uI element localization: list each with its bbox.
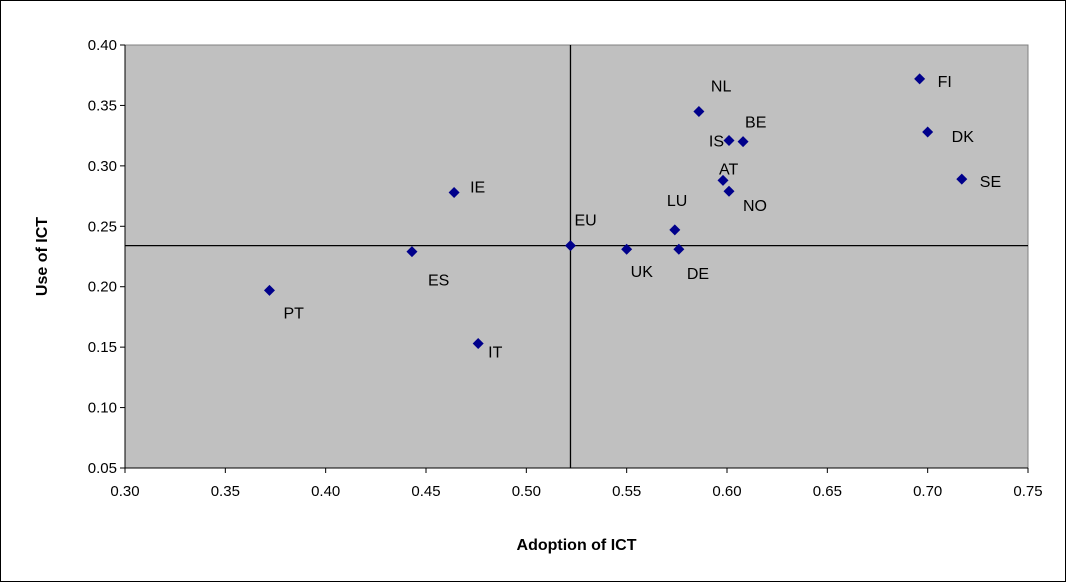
point-label-dk: DK bbox=[952, 129, 975, 146]
point-label-be: BE bbox=[745, 115, 766, 132]
x-tick-label: 0.55 bbox=[612, 483, 641, 500]
data-point-se bbox=[956, 173, 968, 185]
point-label-fi: FI bbox=[938, 74, 952, 91]
data-point-dk bbox=[922, 126, 934, 138]
data-point-es bbox=[406, 246, 418, 258]
y-axis-title: Use of ICT bbox=[34, 217, 51, 296]
x-tick-label: 0.65 bbox=[813, 483, 842, 500]
x-axis-title: Adoption of ICT bbox=[517, 537, 637, 554]
x-tick-label: 0.75 bbox=[1013, 483, 1042, 500]
data-point-it bbox=[472, 338, 484, 350]
y-tick-label: 0.05 bbox=[88, 460, 117, 477]
point-label-uk: UK bbox=[631, 264, 654, 281]
point-label-de: DE bbox=[687, 266, 709, 283]
y-tick-label: 0.30 bbox=[88, 158, 117, 175]
data-point-uk bbox=[621, 243, 633, 255]
point-label-ie: IE bbox=[470, 179, 485, 196]
x-tick-label: 0.50 bbox=[512, 483, 541, 500]
point-label-eu: EU bbox=[574, 213, 596, 230]
point-label-nl: NL bbox=[711, 78, 732, 95]
x-tick-label: 0.60 bbox=[712, 483, 741, 500]
x-tick-label: 0.45 bbox=[411, 483, 440, 500]
data-point-is bbox=[723, 134, 735, 146]
data-point-no bbox=[723, 185, 735, 197]
y-tick-label: 0.35 bbox=[88, 97, 117, 114]
point-label-pt: PT bbox=[283, 305, 304, 322]
data-point-lu bbox=[669, 224, 681, 236]
data-point-be bbox=[737, 136, 749, 148]
x-tick-label: 0.40 bbox=[311, 483, 340, 500]
x-tick-label: 0.35 bbox=[211, 483, 240, 500]
plot-area bbox=[124, 44, 1029, 469]
data-point-nl bbox=[693, 105, 705, 117]
point-label-lu: LU bbox=[667, 193, 687, 210]
x-tick-label: 0.70 bbox=[913, 483, 942, 500]
y-tick-label: 0.15 bbox=[88, 339, 117, 356]
point-label-it: IT bbox=[488, 345, 502, 362]
data-point-pt bbox=[263, 284, 275, 296]
x-tick-label: 0.30 bbox=[110, 483, 139, 500]
point-label-se: SE bbox=[980, 174, 1001, 191]
point-label-no: NO bbox=[743, 198, 767, 215]
data-point-fi bbox=[914, 73, 926, 85]
point-label-at: AT bbox=[719, 161, 738, 178]
y-tick-label: 0.20 bbox=[88, 279, 117, 296]
point-label-is: IS bbox=[709, 133, 724, 150]
y-tick-label: 0.40 bbox=[88, 37, 117, 54]
data-point-at bbox=[717, 174, 729, 186]
data-point-de bbox=[673, 243, 685, 255]
y-tick-label: 0.10 bbox=[88, 400, 117, 417]
data-point-ie bbox=[448, 186, 460, 198]
y-tick-label: 0.25 bbox=[88, 218, 117, 235]
point-label-es: ES bbox=[428, 273, 449, 290]
data-point-eu bbox=[564, 240, 576, 252]
